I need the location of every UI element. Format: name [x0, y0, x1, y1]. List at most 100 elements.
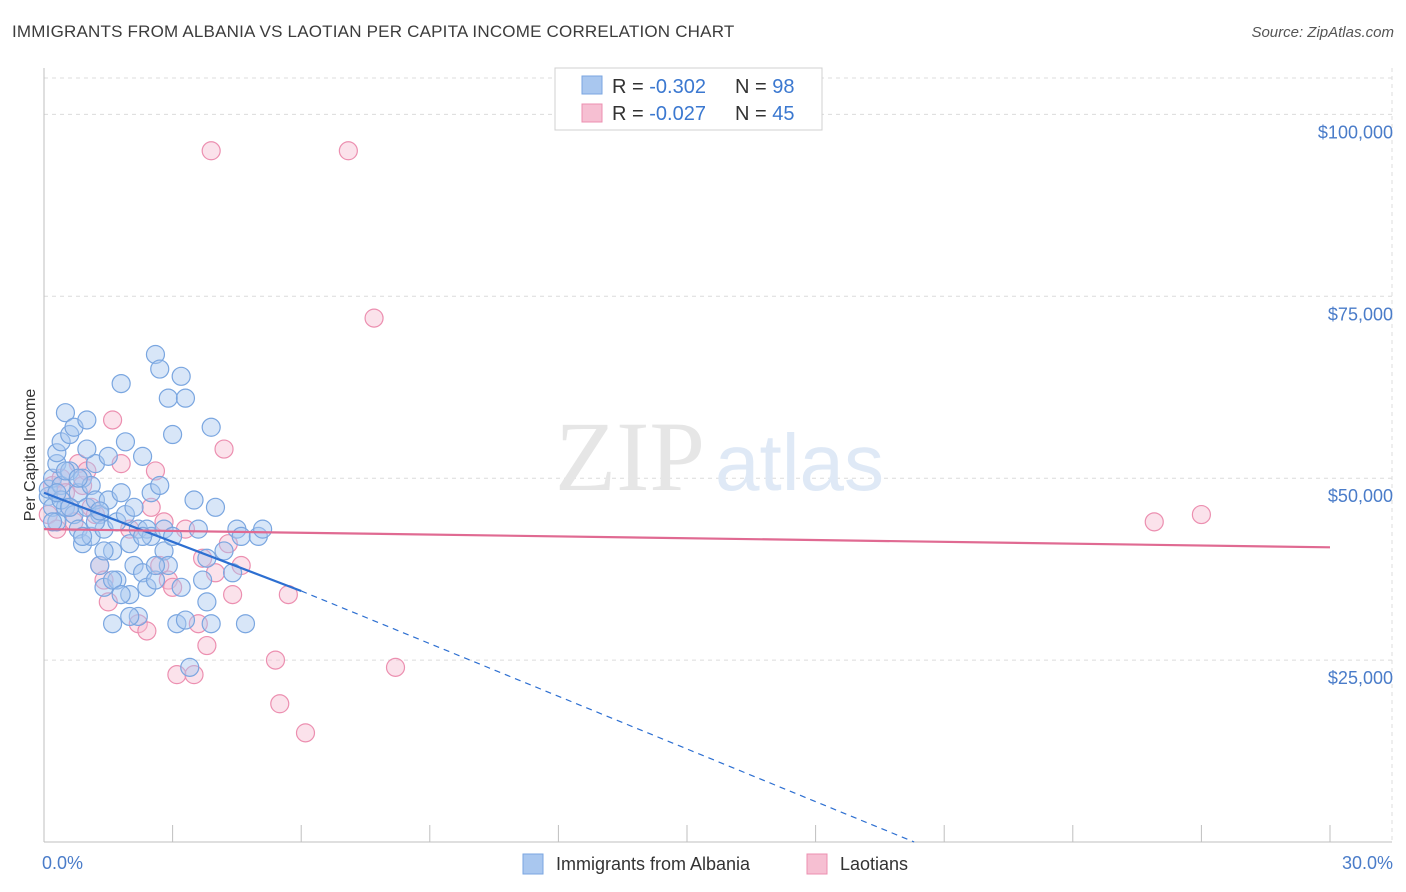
albania-point-84	[60, 497, 80, 517]
albania-point-46	[132, 446, 153, 466]
albania-point-70	[197, 592, 217, 612]
y-tick-label-0: $25,000	[1328, 668, 1393, 688]
albania-point-68	[188, 519, 208, 539]
laotians-point-30	[193, 548, 213, 568]
x-tick-labels: 0.0% 30.0%	[42, 853, 1393, 873]
albania-point-95	[68, 468, 88, 488]
source-label: Source: ZipAtlas.com	[1251, 24, 1394, 41]
legend-swatch-albania	[581, 75, 603, 95]
albania-point-92	[145, 555, 166, 576]
albania-trend-line	[43, 491, 302, 592]
watermark: ZIP atlas	[555, 401, 884, 512]
svg-text:R = -0.302: R = -0.302	[612, 76, 706, 98]
y-tick-labels: $25,000 $50,000 $75,000 $100,000	[1318, 122, 1393, 688]
albania-point-57	[158, 388, 178, 408]
laotians-point-15	[102, 410, 123, 430]
albania-point-88	[102, 570, 123, 590]
svg-text:N = 98: N = 98	[735, 76, 795, 98]
series-legend: Immigrants from Albania Laotians	[522, 853, 908, 875]
series-legend-label-albania: Immigrants from Albania	[556, 854, 751, 874]
trend-lines	[43, 491, 1331, 843]
albania-point-89	[111, 585, 131, 605]
albania-point-63	[171, 577, 191, 597]
albania-point-20	[77, 410, 97, 430]
series-legend-swatch-laotians	[806, 853, 828, 875]
svg-text:R = -0.027: R = -0.027	[612, 103, 706, 125]
albania-point-96	[77, 439, 97, 459]
albania-point-54	[150, 475, 170, 496]
legend-swatch-laotians	[581, 103, 603, 123]
albania-point-6	[47, 443, 67, 463]
series-legend-label-laotians: Laotians	[840, 854, 908, 874]
laotians-point-45	[1191, 504, 1212, 525]
albania-point-4	[47, 512, 67, 532]
albania-point-87	[94, 541, 114, 561]
laotians-point-31	[197, 635, 217, 656]
legend-r-label-2: R =	[612, 103, 649, 125]
albania-point-35	[111, 483, 131, 503]
legend-r-label-1: R =	[612, 76, 649, 98]
albania-point-38	[115, 432, 136, 452]
albania-trend-extension	[300, 590, 915, 843]
albania-point-26	[90, 555, 110, 576]
albania-point-65	[175, 610, 196, 630]
y-axis-title: Per Capita Income	[22, 389, 39, 522]
albania-point-53	[150, 359, 170, 379]
y-tick-label-3: $100,000	[1318, 122, 1393, 142]
albania-point-64	[175, 388, 196, 408]
albania-point-75	[214, 541, 234, 561]
albania-point-69	[193, 570, 213, 590]
y-tick-label-1: $50,000	[1328, 486, 1393, 506]
legend-n-value-1: 98	[772, 76, 794, 98]
axes	[43, 68, 1392, 843]
watermark-atlas: atlas	[715, 418, 884, 507]
albania-point-36	[111, 374, 131, 394]
laotians-point-21	[145, 461, 166, 481]
series-legend-swatch-albania	[522, 853, 544, 875]
laotians-point-38	[270, 694, 290, 714]
albania-point-90	[120, 606, 140, 627]
albania-point-79	[235, 614, 256, 634]
laotians-point-41	[338, 141, 358, 161]
albania-point-81	[253, 519, 273, 539]
albania-point-62	[171, 366, 191, 386]
laotians-point-43	[385, 657, 406, 677]
laotians-point-19	[137, 621, 157, 641]
albania-point-67	[184, 490, 204, 510]
legend-r-value-1: -0.302	[649, 76, 706, 98]
albania-point-74	[205, 497, 226, 517]
albania-point-56	[154, 541, 174, 561]
albania-point-85	[72, 526, 93, 547]
watermark-zip: ZIP	[555, 401, 705, 512]
albania-point-66	[180, 657, 200, 677]
albania-point-51	[145, 344, 166, 365]
laotians-point-44	[1144, 512, 1164, 532]
albania-point-10	[55, 403, 76, 423]
x-tick-label-min: 0.0%	[42, 853, 83, 873]
albania-point-42	[124, 497, 144, 517]
albania-point-34	[107, 570, 127, 590]
legend-r-value-2: -0.027	[649, 103, 706, 125]
series-albania-points	[38, 344, 273, 677]
correlation-legend: R = -0.302 N = 98 R = -0.027 N = 45	[554, 67, 823, 131]
laotians-point-33	[214, 439, 234, 459]
albania-point-29	[98, 446, 118, 466]
albania-point-78	[231, 526, 251, 547]
albania-point-93	[47, 483, 67, 503]
svg-text:N = 45: N = 45	[735, 103, 795, 125]
chart-title: IMMIGRANTS FROM ALBANIA VS LAOTIAN PER C…	[12, 22, 735, 41]
laotians-point-37	[265, 650, 286, 670]
x-tick-label-max: 30.0%	[1342, 853, 1393, 873]
albania-point-32	[102, 614, 123, 634]
legend-n-label-1: N =	[735, 76, 772, 98]
laotians-point-42	[364, 308, 384, 328]
laotians-point-35	[223, 585, 243, 605]
y-tick-label-2: $75,000	[1328, 304, 1393, 324]
legend-n-label-2: N =	[735, 103, 772, 125]
albania-point-82	[42, 512, 63, 532]
laotians-point-46	[201, 141, 221, 161]
albania-point-72	[201, 417, 221, 437]
laotians-point-40	[295, 723, 316, 743]
legend-n-value-2: 45	[772, 103, 794, 125]
